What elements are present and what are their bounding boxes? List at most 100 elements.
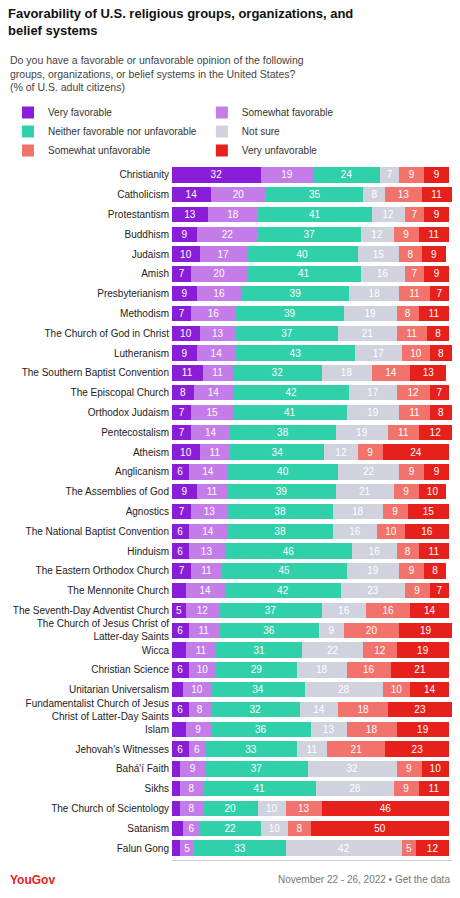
svg-text:11: 11 [406,328,417,339]
svg-text:9: 9 [328,625,334,636]
svg-text:8: 8 [188,803,194,814]
svg-text:10: 10 [430,763,442,774]
svg-text:34: 34 [252,684,264,695]
svg-text:9: 9 [367,447,373,458]
svg-text:29: 29 [251,664,263,675]
svg-text:9: 9 [181,229,187,240]
svg-text:Buddhism: Buddhism [125,229,169,240]
svg-text:21: 21 [359,486,371,497]
svg-text:16: 16 [349,526,361,537]
svg-text:18: 18 [227,209,239,220]
svg-text:11: 11 [398,427,409,438]
svg-text:34: 34 [272,447,284,458]
svg-text:28: 28 [349,783,361,794]
svg-text:24: 24 [341,169,353,180]
svg-text:17: 17 [367,387,379,398]
svg-text:41: 41 [284,407,296,418]
svg-text:14: 14 [199,585,211,596]
svg-text:Sikhs: Sikhs [145,783,169,794]
svg-text:9: 9 [409,565,415,576]
svg-text:19: 19 [367,407,379,418]
svg-text:6: 6 [177,664,183,675]
svg-text:9: 9 [181,486,187,497]
svg-text:11: 11 [307,744,318,755]
svg-text:9: 9 [195,724,201,735]
svg-text:19: 19 [417,645,429,656]
svg-text:10: 10 [197,664,209,675]
svg-text:8: 8 [180,387,186,398]
svg-text:9: 9 [434,209,440,220]
svg-text:Somewhat favorable: Somewhat favorable [242,107,334,118]
svg-text:9: 9 [409,169,415,180]
svg-text:22: 22 [222,229,234,240]
svg-text:9: 9 [181,348,187,359]
svg-text:8: 8 [405,308,411,319]
svg-text:Orthodox Judaism: Orthodox Judaism [88,407,169,418]
svg-text:40: 40 [297,249,309,260]
svg-text:50: 50 [374,823,386,834]
svg-text:23: 23 [367,585,379,596]
svg-text:37: 37 [265,605,277,616]
svg-text:8: 8 [297,823,303,834]
svg-text:15: 15 [423,506,435,517]
svg-text:12: 12 [197,605,209,616]
svg-text:8: 8 [405,546,411,557]
svg-text:12: 12 [382,209,394,220]
svg-text:11: 11 [196,645,207,656]
svg-text:16: 16 [338,605,350,616]
svg-text:11: 11 [429,546,440,557]
svg-text:7: 7 [437,288,443,299]
svg-text:11: 11 [409,407,420,418]
svg-text:November 22 - 26, 2022 • Get t: November 22 - 26, 2022 • Get the data [278,874,450,885]
svg-text:Fundamentalist Church of Jesus: Fundamentalist Church of JesusChrist of … [26,698,169,722]
svg-text:The National Baptist Conventio: The National Baptist Convention [26,526,169,537]
svg-text:7: 7 [387,169,393,180]
svg-text:Methodism: Methodism [120,308,169,319]
svg-text:6: 6 [177,546,183,557]
svg-text:6: 6 [177,744,183,755]
svg-text:41: 41 [298,268,310,279]
svg-text:38: 38 [274,526,286,537]
svg-text:6: 6 [177,466,183,477]
svg-text:The Church of Scientology: The Church of Scientology [51,803,169,814]
svg-text:32: 32 [346,763,358,774]
svg-text:31: 31 [254,645,266,656]
svg-text:12: 12 [427,843,439,854]
svg-text:Favorability of U.S. religious: Favorability of U.S. religious groups, o… [8,6,353,38]
svg-text:8: 8 [435,328,441,339]
svg-text:14: 14 [385,367,397,378]
svg-text:Neither favorable nor unfavora: Neither favorable nor unfavorable [48,126,197,137]
svg-text:14: 14 [313,704,325,715]
svg-text:Presbyterianism: Presbyterianism [97,288,169,299]
svg-text:12: 12 [374,645,386,656]
svg-text:32: 32 [272,367,284,378]
svg-text:6: 6 [177,704,183,715]
svg-text:10: 10 [180,447,192,458]
svg-text:12: 12 [335,447,347,458]
svg-text:37: 37 [251,763,263,774]
svg-text:23: 23 [412,744,424,755]
svg-text:14: 14 [211,348,223,359]
svg-text:5: 5 [176,605,182,616]
svg-text:Satanism: Satanism [127,823,169,834]
svg-text:16: 16 [382,605,394,616]
svg-text:15: 15 [206,407,218,418]
svg-text:Very favorable: Very favorable [48,107,112,118]
svg-text:9: 9 [434,466,440,477]
svg-text:Atheism: Atheism [133,447,169,458]
svg-text:16: 16 [363,664,375,675]
svg-text:The Church of Jesus Christ ofL: The Church of Jesus Christ ofLatter-day … [37,618,169,642]
svg-text:8: 8 [188,783,194,794]
svg-text:19: 19 [281,169,293,180]
svg-text:11: 11 [212,367,223,378]
svg-text:11: 11 [429,308,440,319]
svg-text:19: 19 [420,625,432,636]
svg-text:Protestantism: Protestantism [108,209,169,220]
svg-text:8: 8 [438,348,444,359]
svg-text:6: 6 [177,625,183,636]
svg-text:The Episcopal Church: The Episcopal Church [71,387,169,398]
svg-text:10: 10 [180,328,192,339]
svg-text:13: 13 [298,803,310,814]
svg-text:17: 17 [373,348,385,359]
svg-text:10: 10 [385,526,397,537]
